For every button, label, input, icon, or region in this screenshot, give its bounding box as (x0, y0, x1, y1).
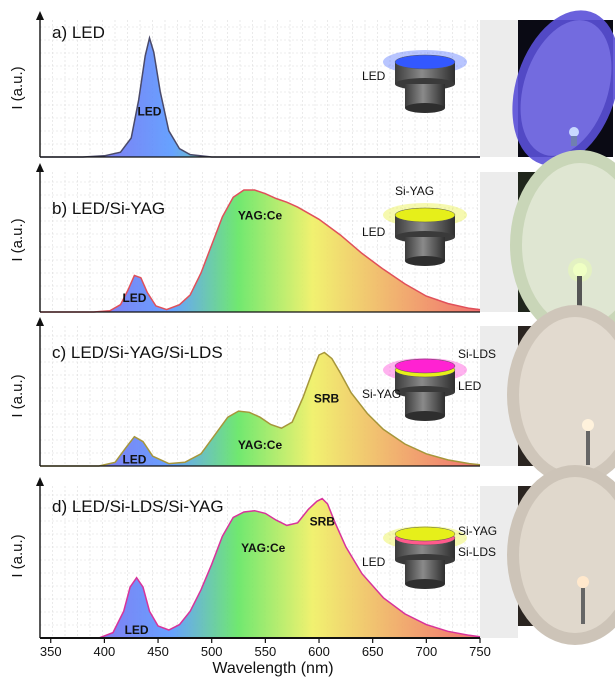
spectrum-line (40, 351, 481, 467)
device-lower-rim (405, 256, 445, 266)
device-lower-rim (405, 579, 445, 589)
y-axis-label-c: I (a.u.) (9, 374, 26, 417)
device-layer-label: Si-YAG (395, 184, 434, 198)
device-illustration: Si-YAG Si-LDS LED (362, 524, 497, 589)
photo-panel-a (512, 10, 615, 166)
peak-label: LED (125, 623, 149, 637)
peak-label: YAG:Ce (238, 438, 283, 452)
peak-label: YAG:Ce (241, 541, 286, 555)
photo-panel-d (507, 465, 615, 645)
spectra-layer: LED YAG:Ce LED SRB YAG:Ce LED YAG:Ce SRB LED (40, 35, 481, 639)
device-illustration: Si-YAG LED (362, 184, 467, 266)
peak-label: LED (137, 104, 161, 118)
device-illustration: Si-LDS Si-YAG LED (362, 347, 496, 421)
panel-side-strip (480, 20, 518, 157)
device-illustration: LED (362, 50, 467, 113)
photo-panel-b (510, 150, 615, 340)
y-axis-label-b: I (a.u.) (9, 218, 26, 261)
x-tick-label: 350 (40, 644, 62, 659)
spectrum-area (40, 38, 480, 157)
x-tick-label: 500 (201, 644, 223, 659)
device-lower-rim (405, 103, 445, 113)
x-tick-label: 450 (147, 644, 169, 659)
spectrum-area (40, 190, 480, 312)
x-tick-label: 400 (94, 644, 116, 659)
device-layer-label: Si-YAG (362, 387, 401, 401)
device-layer-label: Si-YAG (458, 524, 497, 538)
x-tick-label: 550 (255, 644, 277, 659)
peak-label: SRB (314, 392, 340, 406)
x-tick-label: 650 (362, 644, 384, 659)
device-layer: LED Si-YAG LED Si-LDS Si-YAG LED Si-YAG Si-LDS L… (362, 50, 497, 589)
device-film-layer (394, 54, 456, 70)
axes-layer: 350 400 450 500 550 600 650 700 750 (36, 11, 491, 659)
y-axis-arrow (36, 11, 44, 20)
spectrum-area (40, 498, 480, 638)
y-axis-label-a: I (a.u.) (9, 66, 26, 109)
spectrum-line (40, 497, 481, 639)
panel-b-title: b) LED/Si-YAG (52, 199, 165, 218)
device-layer-label: Si-LDS (458, 347, 496, 361)
device-layer-label: LED (362, 69, 386, 83)
y-axis-arrow (36, 477, 44, 486)
x-axis-label: Wavelength (nm) (212, 660, 333, 677)
panel-d-title: d) LED/Si-LDS/Si-YAG (52, 497, 224, 516)
photo-panel-c (507, 305, 615, 485)
device-film-layer (394, 358, 456, 374)
y-axis-arrow (36, 317, 44, 326)
peak-label: SRB (310, 514, 336, 528)
peak-label: LED (122, 291, 146, 305)
peak-label: LED (122, 453, 146, 467)
spectrum-line (40, 189, 481, 313)
peak-label: YAG:Ce (238, 208, 283, 222)
y-axis-arrow (36, 163, 44, 172)
device-lower-rim (405, 411, 445, 421)
device-film-layer (394, 526, 456, 542)
x-tick-label: 750 (469, 644, 491, 659)
device-layer-label: LED (362, 555, 386, 569)
x-tick-label: 600 (308, 644, 330, 659)
panel-a-title: a) LED (52, 23, 105, 42)
x-tick-label: 700 (415, 644, 437, 659)
device-layer-label: LED (362, 225, 386, 239)
device-layer-label: Si-LDS (458, 545, 496, 559)
spectrum-area (40, 352, 480, 466)
device-film-layer (394, 207, 456, 223)
y-axis-label-d: I (a.u.) (9, 534, 26, 577)
panel-c-title: c) LED/Si-YAG/Si-LDS (52, 343, 223, 362)
device-layer-label: LED (458, 379, 482, 393)
